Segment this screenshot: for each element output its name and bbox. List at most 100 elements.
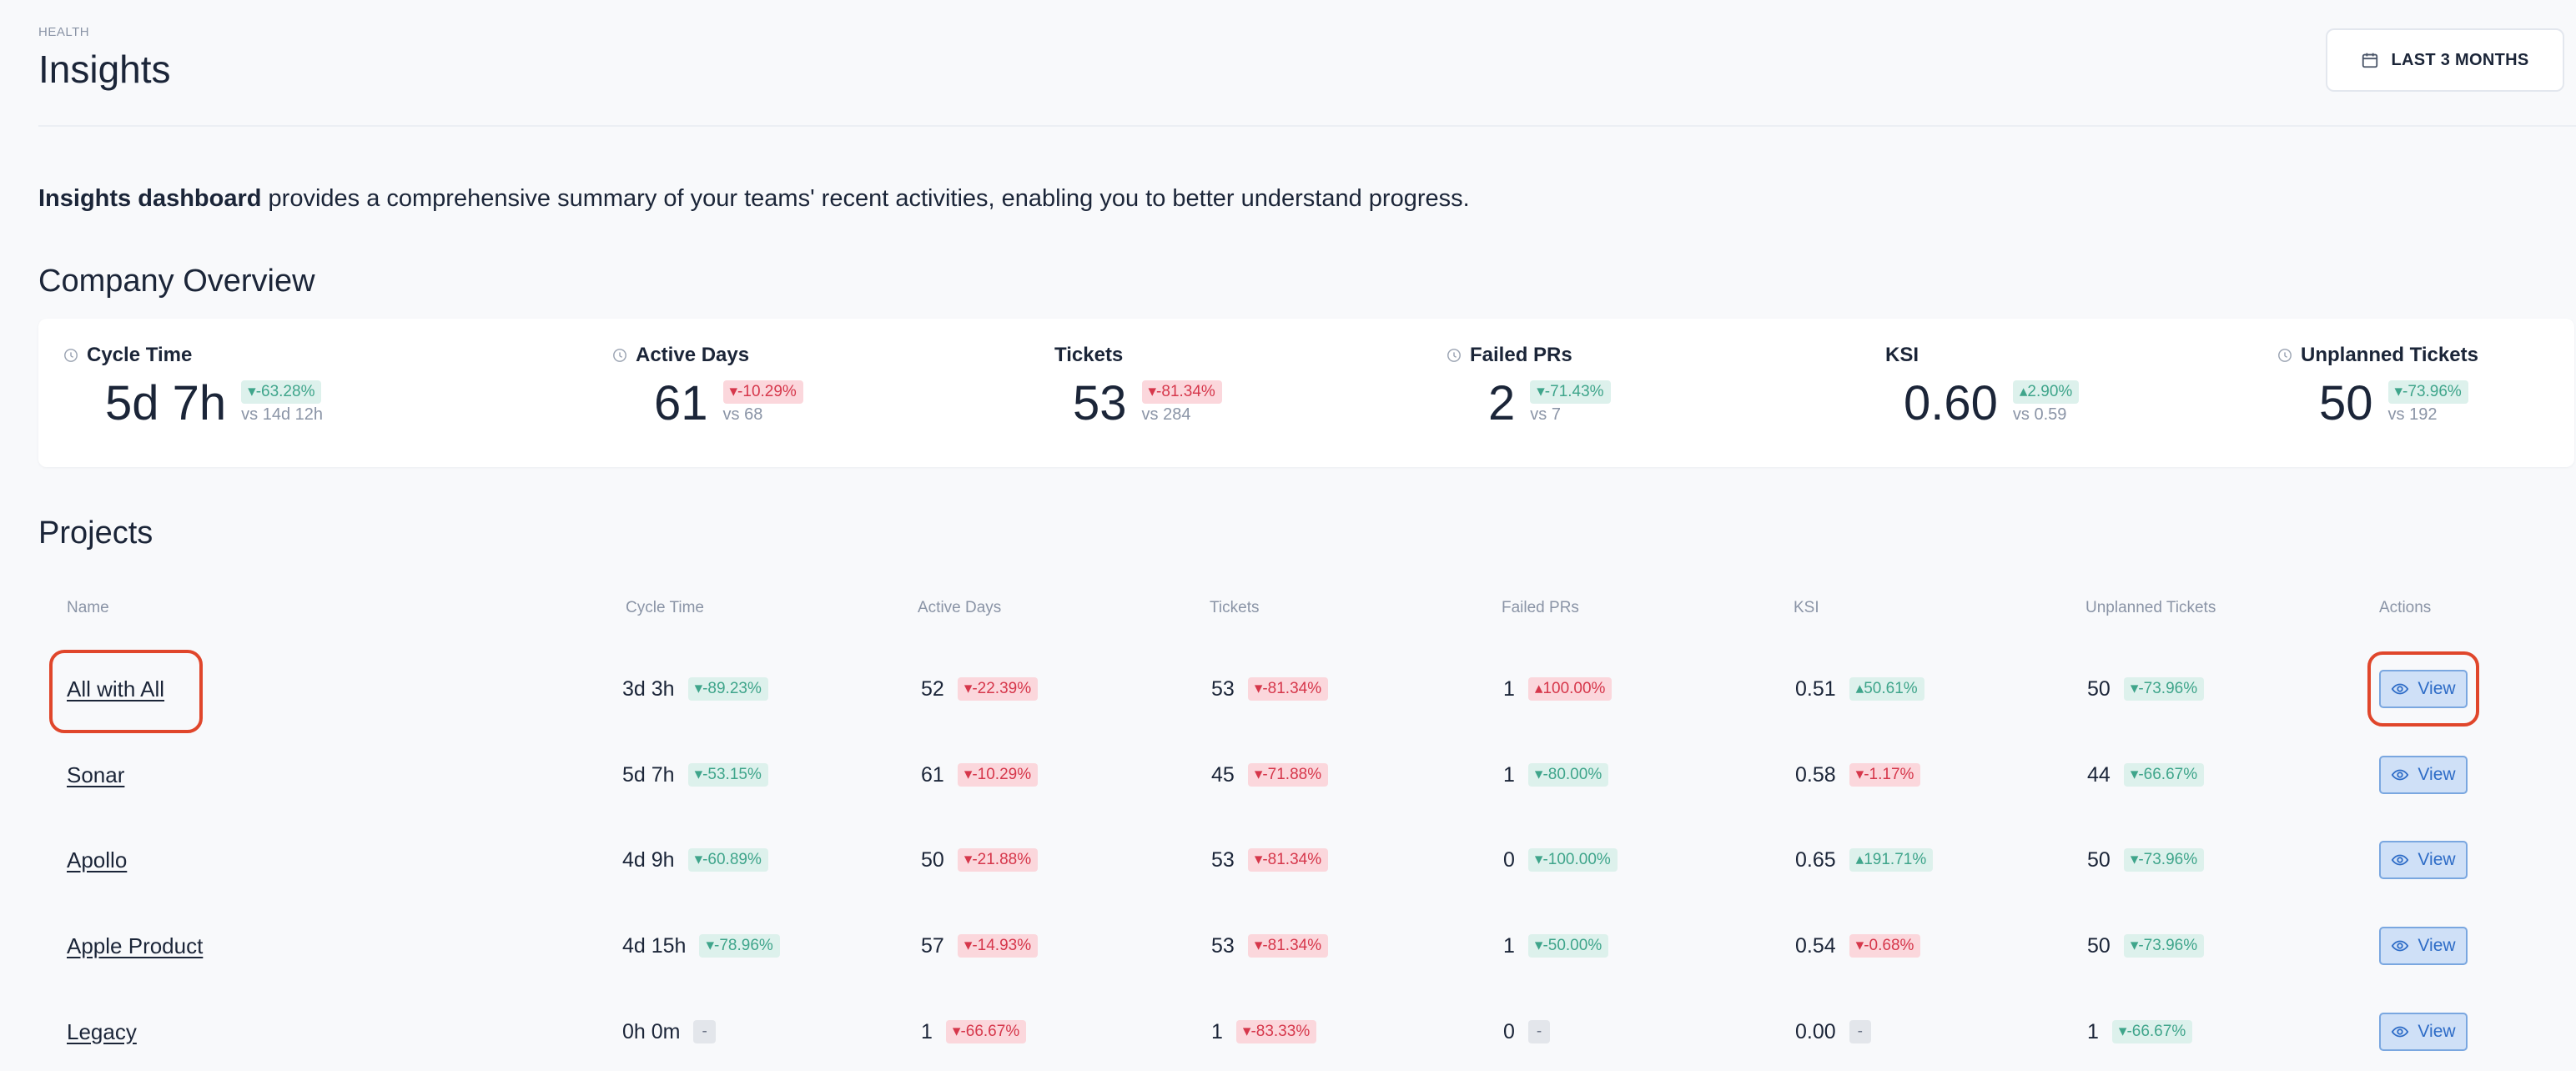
info-icon[interactable] <box>63 348 78 363</box>
cell-cycle: 3d 3h ▾-89.23% <box>622 646 768 732</box>
cell-value: 0.00 <box>1795 1019 1836 1043</box>
change-badge: ▾-53.15% <box>687 763 768 787</box>
metric-comparison: vs 14d 12h <box>241 405 324 424</box>
cell-ksi: 0.54 ▾-0.68% <box>1795 903 1921 988</box>
info-icon[interactable] <box>612 348 627 363</box>
cell-value: 50 <box>921 847 944 872</box>
change-badge: ▾-81.34% <box>1247 677 1329 701</box>
change-badge: ▾-10.29% <box>722 380 803 404</box>
cell-value: 4d 9h <box>622 847 675 872</box>
cell-value: 50 <box>2087 933 2111 958</box>
metric-label: KSI <box>1885 344 1919 366</box>
table-row: Apollo 4d 9h ▾-60.89% 50 ▾-21.88% 53 ▾-81.34% 0… <box>0 817 2576 903</box>
change-badge: ▾-78.96% <box>699 934 780 958</box>
metric-value: 50 <box>2319 376 2373 430</box>
cell-value: 0.51 <box>1795 676 1836 701</box>
column-header: Cycle Time <box>626 599 704 616</box>
cell-value: 1 <box>1503 676 1515 701</box>
cell-value: 5d 7h <box>622 762 675 787</box>
page-title: Insights <box>38 48 171 91</box>
change-badge: ▾-1.17% <box>1849 763 1921 787</box>
cell-cycle: 4d 9h ▾-60.89% <box>622 817 768 903</box>
cell-value: 50 <box>2087 847 2111 872</box>
view-button[interactable]: View <box>2379 1013 2468 1051</box>
cell-failed: 0 ▾-100.00% <box>1503 817 1618 903</box>
column-header: Actions <box>2379 599 2432 616</box>
project-name-link[interactable]: Sonar <box>67 762 125 787</box>
metric-value: 5d 7h <box>105 376 227 430</box>
view-button[interactable]: View <box>2379 927 2468 965</box>
date-range-label: LAST 3 MONTHS <box>2391 50 2529 69</box>
project-name-link[interactable]: All with All <box>67 676 165 701</box>
table-row: Apple Product 4d 15h ▾-78.96% 57 ▾-14.93% 53 ▾… <box>0 903 2576 988</box>
cell-value: 0 <box>1503 1019 1515 1043</box>
cell-unplanned: 1 ▾-66.67% <box>2087 989 2193 1071</box>
metric-label: Cycle Time <box>87 344 193 366</box>
cell-failed: 1 ▾-50.00% <box>1503 903 1609 988</box>
cell-value: 3d 3h <box>622 676 675 701</box>
metric-label: Unplanned Tickets <box>2301 344 2478 366</box>
view-button[interactable]: View <box>2379 756 2468 794</box>
cell-active: 1 ▾-66.67% <box>921 989 1027 1071</box>
metric-header: KSI <box>1862 344 2079 367</box>
change-badge: ▴2.90% <box>2012 380 2080 404</box>
header-divider <box>38 125 2576 127</box>
view-button[interactable]: View <box>2379 670 2468 708</box>
cell-value: 53 <box>1211 847 1235 872</box>
column-header: Name <box>67 599 109 616</box>
info-icon[interactable] <box>2277 348 2292 363</box>
change-badge: ▾-89.23% <box>687 677 768 701</box>
cell-ksi: 0.51 ▴50.61% <box>1795 646 1924 732</box>
column-header: Failed PRs <box>1502 599 1579 616</box>
change-badge: ▾-63.28% <box>241 380 322 404</box>
info-icon[interactable] <box>1446 348 1462 363</box>
change-badge: ▾-22.39% <box>957 677 1039 701</box>
change-badge: ▾-66.67% <box>945 1020 1027 1043</box>
metric-cycle-time: Cycle Time 5d 7h ▾-63.28% vs 14d 12h <box>63 344 323 430</box>
column-header: KSI <box>1794 599 1819 616</box>
metric-comparison: vs 284 <box>1141 405 1191 424</box>
intro-rest: provides a comprehensive summary of your… <box>261 185 1470 212</box>
view-button-label: View <box>2418 850 2456 869</box>
cell-value: 0 <box>1503 847 1515 872</box>
cell-tickets: 45 ▾-71.88% <box>1211 732 1329 817</box>
project-name-link[interactable]: Legacy <box>67 1018 137 1044</box>
change-badge: - <box>693 1020 716 1043</box>
cell-active: 50 ▾-21.88% <box>921 817 1039 903</box>
column-header: Unplanned Tickets <box>2085 599 2216 616</box>
change-badge: ▾-21.88% <box>957 848 1039 872</box>
metric-comparison: vs 68 <box>722 405 763 424</box>
cell-active: 61 ▾-10.29% <box>921 732 1039 817</box>
cell-value: 45 <box>1211 762 1235 787</box>
eye-icon <box>2392 683 2409 695</box>
cell-unplanned: 50 ▾-73.96% <box>2087 646 2205 732</box>
cell-cycle: 0h 0m - <box>622 989 716 1071</box>
project-name-link[interactable]: Apollo <box>67 847 128 872</box>
cell-value: 50 <box>2087 676 2111 701</box>
date-range-button[interactable]: LAST 3 MONTHS <box>2326 28 2564 92</box>
eye-icon <box>2392 769 2409 781</box>
cell-value: 1 <box>1503 762 1515 787</box>
cell-failed: 1 ▾-80.00% <box>1503 732 1609 817</box>
metric-header: Failed PRs <box>1446 344 1611 367</box>
change-badge: ▾-83.33% <box>1235 1020 1317 1043</box>
view-button[interactable]: View <box>2379 841 2468 879</box>
project-name-link[interactable]: Apple Product <box>67 933 204 958</box>
cell-tickets: 53 ▾-81.34% <box>1211 903 1329 988</box>
cell-value: 1 <box>1211 1019 1223 1043</box>
change-badge: ▾-73.96% <box>2123 848 2205 872</box>
change-badge: - <box>1527 1020 1551 1043</box>
intro-text: Insights dashboard provides a comprehens… <box>38 185 1470 213</box>
view-button-label: View <box>2418 765 2456 784</box>
change-badge: ▾-81.34% <box>1141 380 1222 404</box>
change-badge: ▾-60.89% <box>687 848 768 872</box>
cell-cycle: 4d 15h ▾-78.96% <box>622 903 780 988</box>
change-badge: ▾-80.00% <box>1527 763 1609 787</box>
change-badge: ▾-50.00% <box>1527 934 1609 958</box>
cell-cycle: 5d 7h ▾-53.15% <box>622 732 768 817</box>
view-button-label: View <box>2418 679 2456 698</box>
table-row: Legacy 0h 0m -1 ▾-66.67% 1 ▾-83.33% 0-0.00-1 ▾-… <box>0 989 2576 1071</box>
change-badge: ▾-100.00% <box>1527 848 1618 872</box>
column-header: Active Days <box>918 599 1002 616</box>
